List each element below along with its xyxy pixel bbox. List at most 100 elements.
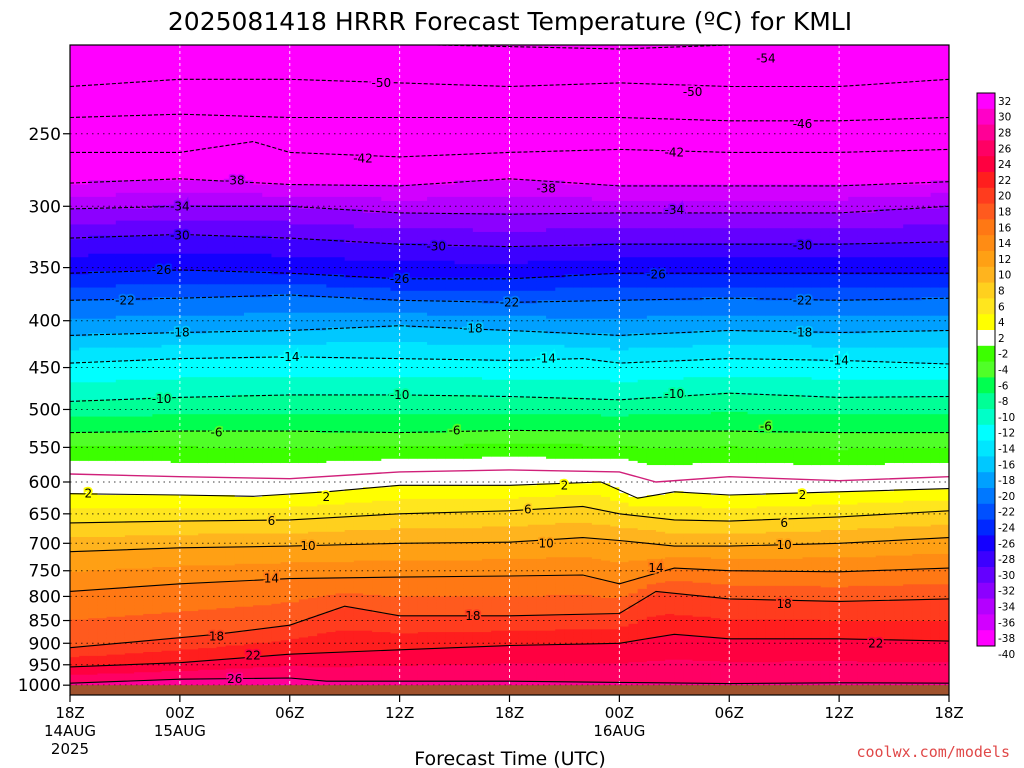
temperature-cell	[134, 498, 144, 502]
temperature-cell	[88, 479, 99, 482]
temperature-cell	[216, 384, 227, 388]
temperature-cell	[207, 411, 218, 415]
temperature-cell	[124, 498, 135, 502]
temperature-cell	[152, 548, 163, 552]
temperature-cell	[143, 515, 154, 519]
temperature-cell	[198, 423, 208, 427]
temperature-cell	[234, 208, 245, 214]
temperature-cell	[79, 637, 89, 640]
temperature-cell	[79, 204, 89, 210]
temperature-cell	[88, 605, 99, 608]
temperature-cell	[143, 622, 154, 625]
temperature-cell	[134, 615, 144, 618]
temperature-cell	[115, 630, 126, 633]
temperature-cell	[152, 260, 163, 265]
temperature-cell	[152, 504, 163, 508]
temperature-cell	[189, 515, 199, 519]
temperature-cell	[179, 409, 190, 413]
temperature-cell	[79, 585, 89, 588]
temperature-cell	[161, 115, 172, 122]
temperature-cell	[170, 593, 181, 596]
temperature-cell	[70, 452, 80, 456]
temperature-cell	[234, 90, 245, 96]
temperature-cell	[115, 290, 126, 295]
temperature-cell	[170, 441, 181, 445]
temperature-cell	[170, 625, 181, 628]
temperature-cell	[198, 521, 208, 524]
temperature-cell	[70, 445, 80, 449]
temperature-cell	[134, 409, 144, 413]
temperature-cell	[134, 526, 144, 529]
temperature-cell	[216, 479, 227, 482]
temperature-cell	[207, 404, 218, 408]
temperature-cell	[216, 508, 227, 511]
temperature-cell	[216, 224, 227, 229]
temperature-cell	[124, 140, 135, 146]
temperature-cell	[161, 471, 172, 474]
temperature-cell	[189, 548, 199, 552]
temperature-cell	[134, 84, 144, 91]
temperature-cell	[198, 531, 208, 535]
temperature-cell	[97, 246, 108, 251]
temperature-cell	[189, 192, 199, 198]
temperature-cell	[198, 188, 208, 194]
temperature-cell	[97, 68, 108, 75]
temperature-cell	[161, 397, 172, 401]
temperature-cell	[115, 648, 126, 651]
temperature-cell	[115, 414, 126, 418]
temperature-cell	[88, 125, 99, 132]
temperature-cell	[179, 667, 190, 670]
temperature-cell	[88, 618, 99, 621]
temperature-cell	[161, 188, 172, 194]
temperature-cell	[134, 228, 144, 233]
temperature-cell	[225, 224, 236, 229]
temperature-cell	[207, 458, 218, 462]
temperature-cell	[189, 188, 199, 194]
temperature-cell	[170, 590, 181, 593]
temperature-cell	[70, 434, 80, 438]
temperature-cell	[170, 613, 181, 616]
temperature-cell	[170, 599, 181, 602]
temperature-cell	[143, 646, 154, 649]
temperature-cell	[97, 333, 108, 337]
temperature-cell	[97, 450, 108, 454]
temperature-cell	[124, 315, 135, 320]
temperature-cell	[124, 350, 135, 354]
temperature-cell	[179, 300, 190, 305]
temperature-cell	[207, 414, 218, 418]
temperature-cell	[79, 502, 89, 506]
temperature-cell	[106, 115, 117, 122]
temperature-cell	[79, 627, 89, 630]
temperature-cell	[170, 56, 181, 64]
temperature-cell	[152, 330, 163, 335]
temperature-cell	[216, 452, 227, 456]
temperature-cell	[189, 521, 199, 524]
temperature-cell	[179, 315, 190, 320]
temperature-cell	[170, 344, 181, 349]
temperature-cell	[79, 303, 89, 308]
temperature-cell	[97, 216, 108, 222]
temperature-cell	[143, 392, 154, 396]
temperature-cell	[179, 125, 190, 132]
temperature-cell	[106, 293, 117, 298]
temperature-cell	[161, 73, 172, 80]
temperature-cell	[170, 522, 181, 526]
temperature-cell	[189, 616, 199, 619]
temperature-cell	[152, 200, 163, 206]
temperature-cell	[134, 630, 144, 633]
temperature-cell	[161, 627, 172, 630]
temperature-cell	[179, 524, 190, 528]
temperature-cell	[198, 374, 208, 378]
temperature-cell	[216, 105, 227, 112]
temperature-cell	[170, 471, 181, 474]
temperature-cell	[170, 642, 181, 645]
temperature-cell	[152, 62, 163, 69]
temperature-cell	[170, 540, 181, 543]
temperature-cell	[97, 540, 108, 543]
temperature-cell	[143, 530, 154, 533]
temperature-cell	[106, 274, 117, 279]
temperature-cell	[106, 667, 117, 670]
temperature-cell	[198, 627, 208, 630]
temperature-cell	[170, 125, 181, 132]
temperature-cell	[106, 418, 117, 422]
